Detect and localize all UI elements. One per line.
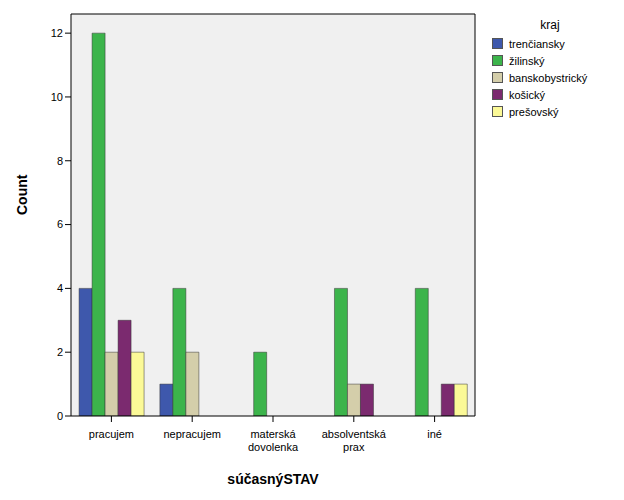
html-text:kraj: kraj xyxy=(540,18,560,32)
html-text:žilinský: žilinský xyxy=(509,54,545,67)
svg-text:0: 0 xyxy=(57,410,63,422)
svg-text:6: 6 xyxy=(57,218,63,230)
svg-text:2: 2 xyxy=(57,346,63,358)
svg-text:10: 10 xyxy=(51,91,63,103)
svg-text:12: 12 xyxy=(51,27,63,39)
svg-text:nepracujem: nepracujem xyxy=(163,428,220,440)
svg-text:pracujem: pracujem xyxy=(89,428,134,440)
svg-text:absolventskáprax: absolventskáprax xyxy=(322,428,387,453)
svg-text:4: 4 xyxy=(57,282,63,294)
html-text:banskobystrický: banskobystrický xyxy=(509,71,588,84)
svg-text:materskádovolenka: materskádovolenka xyxy=(248,428,299,453)
html-text:prešovský: prešovský xyxy=(509,105,559,118)
html-text:košický: košický xyxy=(509,88,546,101)
html-text:trenčiansky: trenčiansky xyxy=(509,37,565,50)
svg-text:8: 8 xyxy=(57,155,63,167)
svg-text:iné: iné xyxy=(427,428,442,440)
svg-text:Count: Count xyxy=(14,174,30,215)
svg-text:súčasnýSTAV: súčasnýSTAV xyxy=(227,471,319,487)
